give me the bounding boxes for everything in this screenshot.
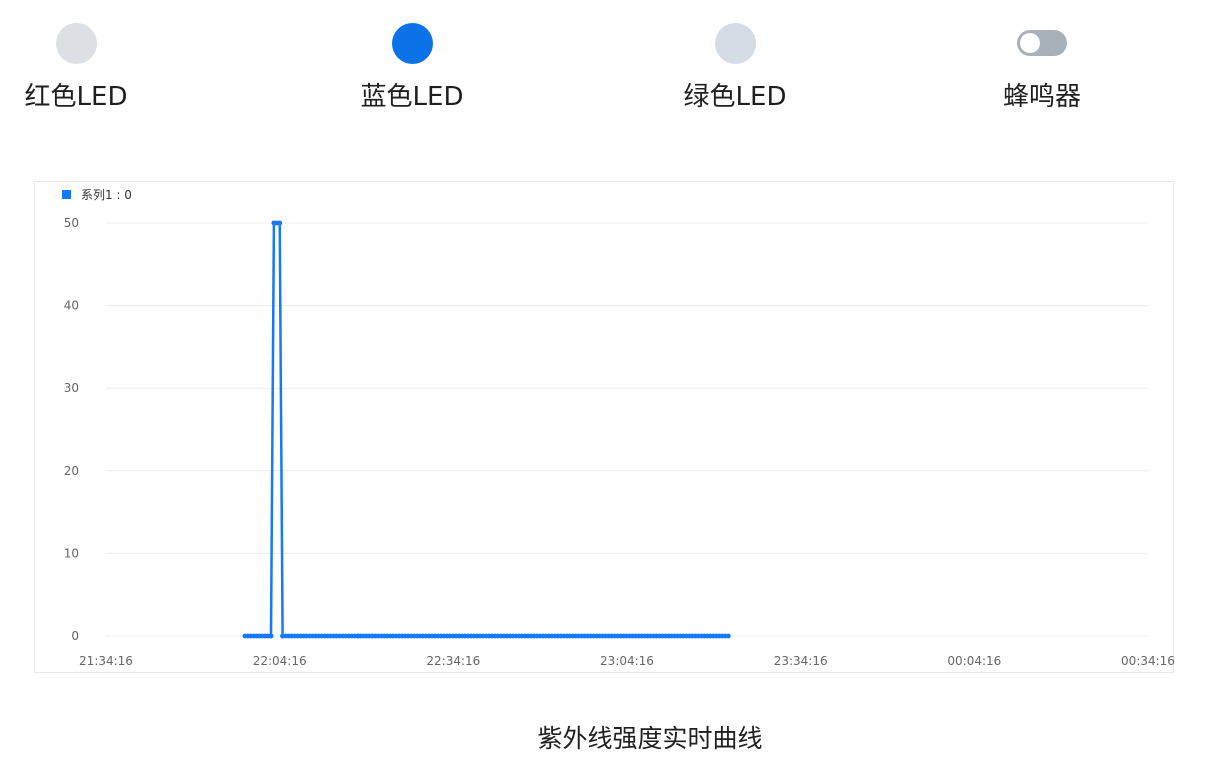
y-tick-label: 50 — [64, 216, 79, 230]
indicator-red-led — [0, 22, 156, 64]
indicator-buzzer — [962, 22, 1122, 64]
toggle-knob-icon — [1020, 33, 1040, 53]
uv-line-chart: 0 10 20 30 40 50 21:34:16 22:04:16 22:34:16 23:0… — [62, 188, 1175, 668]
device-label-buzzer: 蜂鸣器 — [1002, 82, 1081, 112]
data-point — [268, 633, 274, 639]
x-tick-label: 00:34:16 — [1121, 654, 1175, 668]
series-line — [244, 221, 729, 638]
green-led-circle-icon[interactable] — [714, 22, 756, 64]
device-controls: 红色LED 蓝色LED 绿色LED 蜂鸣器 — [0, 0, 1221, 130]
y-tick-label: 30 — [64, 381, 79, 395]
y-tick-label: 10 — [64, 546, 79, 560]
x-tick-label: 23:04:16 — [600, 654, 654, 668]
device-buzzer[interactable]: 蜂鸣器 — [962, 22, 1122, 114]
x-tick-label: 21:34:16 — [79, 654, 133, 668]
blue-led-circle-icon[interactable] — [391, 22, 433, 64]
uv-chart-panel: 0 10 20 30 40 50 21:34:16 22:04:16 22:34:16 23:0… — [34, 181, 1175, 673]
x-tick-label: 22:34:16 — [426, 654, 480, 668]
x-tick-label: 22:04:16 — [253, 654, 307, 668]
chart-title: 紫外线强度实时曲线 — [537, 724, 763, 753]
device-blue-led[interactable]: 蓝色LED — [332, 22, 492, 114]
device-green-led[interactable]: 绿色LED — [655, 22, 815, 114]
y-tick-label: 0 — [71, 629, 79, 643]
legend-swatch — [62, 190, 71, 199]
device-label-green-led: 绿色LED — [683, 82, 787, 112]
data-point — [725, 633, 731, 639]
indicator-green-led — [655, 22, 815, 64]
device-red-led[interactable]: 红色LED — [0, 22, 156, 114]
x-tick-label: 00:04:16 — [947, 654, 1001, 668]
y-tick-label: 20 — [64, 464, 79, 478]
buzzer-toggle-switch[interactable] — [1017, 30, 1067, 56]
y-tick-label: 40 — [64, 299, 79, 313]
legend-label: 系列1 : 0 — [81, 188, 132, 202]
device-label-blue-led: 蓝色LED — [360, 82, 464, 112]
red-led-circle-icon[interactable] — [55, 22, 97, 64]
device-label-red-led: 红色LED — [24, 82, 128, 112]
data-point — [277, 220, 283, 226]
x-tick-label: 23:34:16 — [774, 654, 828, 668]
indicator-blue-led — [332, 22, 492, 64]
